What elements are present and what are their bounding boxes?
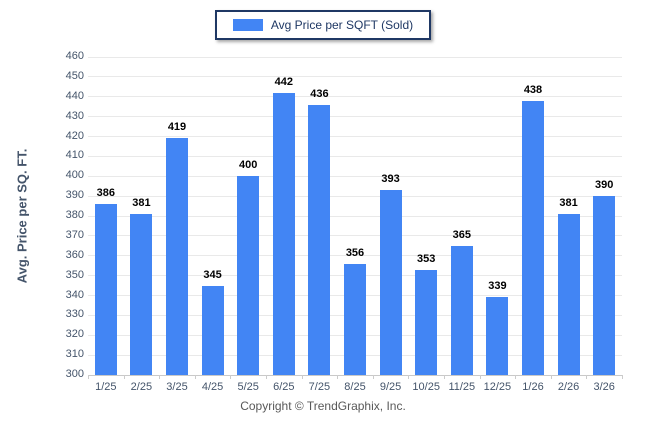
bar-value-label: 381 [559, 197, 578, 209]
x-axis-tick [301, 375, 303, 379]
bar [130, 214, 153, 375]
gridline [88, 195, 622, 197]
bar [94, 204, 117, 375]
x-tick-label: 6/25 [273, 381, 295, 393]
gridline [88, 136, 622, 137]
x-tick-label: 2/25 [130, 381, 153, 393]
bar [593, 196, 616, 375]
y-tick-label: 360 [65, 248, 84, 261]
x-axis-tick [444, 375, 445, 379]
legend-swatch-icon [232, 19, 263, 31]
bar-value-label: 381 [132, 197, 151, 209]
x-axis-tick [194, 375, 196, 379]
bar-value-label: 436 [310, 87, 329, 100]
x-axis-tick [586, 375, 588, 379]
gridline [88, 175, 622, 177]
bar [201, 285, 224, 375]
y-tick-label: 400 [65, 169, 84, 182]
bar-value-label: 442 [274, 75, 293, 88]
x-axis-tick [622, 375, 623, 379]
gridline [88, 116, 622, 118]
bar-value-label: 419 [167, 121, 187, 134]
y-tick-label: 340 [65, 288, 84, 301]
legend-label: Avg Price per SQFT (Sold) [270, 18, 414, 32]
bar [379, 190, 402, 375]
copyright-text: Copyright © TrendGraphix, Inc. [240, 399, 406, 413]
y-tick-label: 300 [65, 368, 84, 380]
bar-value-label: 393 [381, 173, 400, 186]
gridline [88, 255, 622, 257]
x-axis-tick [337, 375, 339, 379]
y-tick-label: 460 [65, 50, 84, 62]
x-tick-label: 8/25 [344, 381, 366, 393]
gridline [88, 155, 622, 157]
y-tick-label: 440 [65, 89, 84, 102]
x-axis-tick [123, 375, 125, 379]
x-tick-label: 10/25 [412, 381, 440, 393]
x-tick-label: 1/26 [522, 381, 544, 393]
bar [272, 92, 295, 375]
bar [486, 297, 509, 375]
bar-value-label: 339 [488, 280, 507, 293]
gridline [88, 56, 622, 58]
bar [308, 104, 331, 375]
y-tick-label: 380 [65, 209, 84, 221]
x-axis-tick [372, 375, 374, 379]
gridline [88, 235, 622, 237]
x-tick-label: 5/25 [237, 381, 259, 393]
x-tick-label: 12/25 [483, 381, 512, 393]
x-tick-label: 1/25 [95, 381, 117, 393]
gridline [88, 76, 622, 78]
bar [522, 100, 544, 375]
gridline [88, 96, 622, 98]
bar-value-label: 386 [96, 187, 115, 200]
x-axis-tick [550, 375, 552, 379]
x-axis-tick [515, 375, 517, 379]
y-tick-label: 350 [65, 268, 84, 281]
bar [450, 245, 473, 375]
bar [415, 269, 438, 375]
bar [344, 263, 366, 375]
y-tick-label: 310 [65, 348, 84, 361]
x-axis-tick [159, 375, 161, 379]
bar-value-label: 345 [203, 268, 222, 281]
bar [557, 214, 580, 375]
y-tick-label: 420 [65, 129, 84, 142]
x-axis-tick [230, 375, 232, 379]
bar [166, 138, 188, 375]
legend: Avg Price per SQFT (Sold) [214, 10, 432, 40]
bar-value-label: 356 [345, 246, 365, 259]
y-tick-label: 430 [65, 109, 84, 122]
bar-value-label: 400 [239, 159, 258, 172]
x-tick-label: 3/26 [593, 381, 615, 393]
bar-value-label: 365 [452, 228, 471, 241]
y-tick-label: 320 [65, 328, 84, 341]
bar [237, 176, 260, 375]
x-tick-label: 2/26 [557, 381, 580, 393]
x-tick-label: 9/25 [379, 381, 402, 393]
x-tick-label: 11/25 [448, 381, 476, 393]
bar-value-label: 353 [417, 252, 436, 265]
x-axis-tick [479, 375, 481, 379]
y-tick-label: 370 [65, 228, 84, 241]
gridline [88, 215, 622, 217]
y-tick-label: 390 [65, 189, 84, 202]
y-tick-label: 330 [65, 308, 84, 321]
bar-value-label: 438 [523, 83, 543, 96]
x-axis-tick [266, 375, 267, 379]
x-axis-tick [88, 375, 89, 379]
y-tick-label: 410 [65, 149, 84, 162]
gridline [88, 374, 622, 376]
x-tick-label: 3/25 [166, 381, 188, 393]
x-tick-label: 4/25 [201, 381, 224, 393]
x-tick-label: 7/25 [308, 381, 331, 393]
y-tick-label: 450 [65, 69, 84, 82]
x-axis-tick [408, 375, 410, 379]
bar-value-label: 390 [595, 179, 614, 192]
